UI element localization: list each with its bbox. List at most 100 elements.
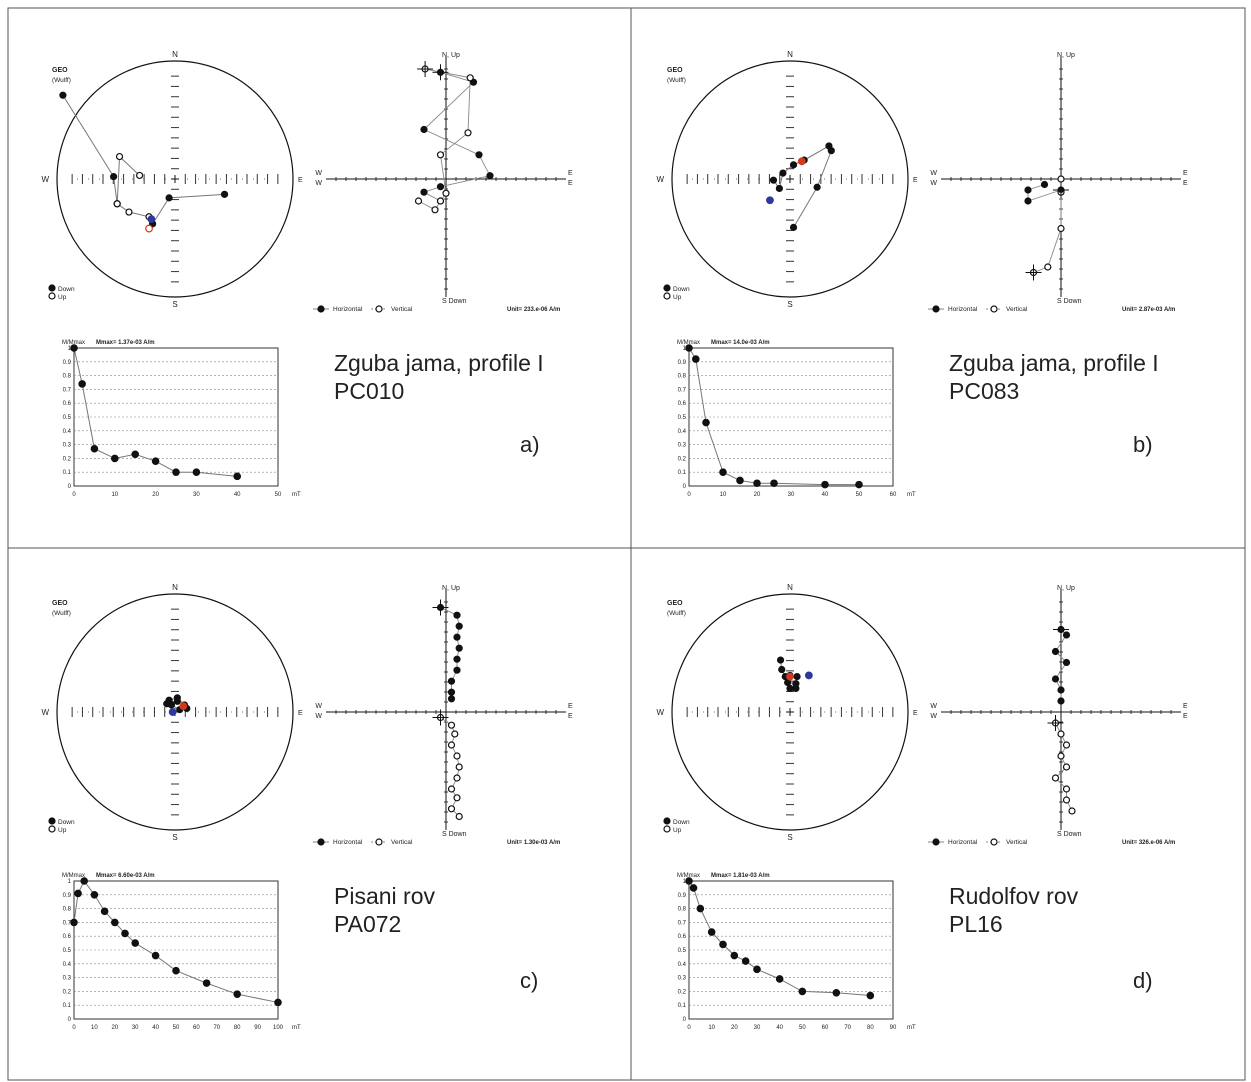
zijderveld-vertical-point bbox=[1062, 785, 1071, 793]
demag-x-tick-label: 20 bbox=[152, 492, 159, 498]
demag-x-tick-label: 0 bbox=[72, 492, 76, 498]
zijderveld-vertical-point bbox=[1068, 807, 1076, 815]
demag-y-tick-label: 0.7 bbox=[63, 387, 72, 393]
panel-label-c: c) bbox=[520, 968, 539, 993]
demag-point bbox=[707, 928, 716, 936]
stereonet-mean-red bbox=[797, 157, 806, 166]
demag-x-tick-label: 10 bbox=[720, 492, 727, 498]
stereonet-geo-label: GEO bbox=[52, 600, 68, 607]
demag-x-tick-label: 50 bbox=[275, 492, 282, 498]
demag-point bbox=[741, 957, 750, 965]
demag-x-tick-label: 40 bbox=[776, 1025, 783, 1031]
stereonet-point bbox=[779, 169, 787, 177]
stereonet-east-label: E bbox=[298, 710, 303, 717]
demag-y-tick-label: 0.4 bbox=[678, 429, 687, 435]
zijderveld-east-label-2: E bbox=[1183, 713, 1188, 720]
legend-vertical-label: Vertical bbox=[391, 839, 413, 846]
demag-y-tick-label: 0 bbox=[68, 1017, 72, 1023]
zijderveld-horizontal-point bbox=[447, 677, 456, 685]
legend-vertical-marker bbox=[375, 305, 383, 313]
zijderveld-nrm-vertical bbox=[1047, 715, 1064, 731]
demag-x-tick-label: 30 bbox=[132, 1025, 139, 1031]
zijderveld-vertical-point bbox=[451, 730, 459, 738]
demag-x-tick-label: 70 bbox=[844, 1025, 851, 1031]
zijderveld-horizontal-point bbox=[420, 188, 428, 196]
caption-b: Zguba jama, profile I PC083 bbox=[949, 349, 1159, 405]
stereonet-south-label: S bbox=[172, 833, 177, 842]
demag-point bbox=[131, 450, 140, 459]
zijderveld-horizontal-point bbox=[1057, 697, 1065, 705]
demag-x-tick-label: 90 bbox=[890, 1025, 897, 1031]
demag-y-tick-label: 0.4 bbox=[63, 962, 72, 968]
zijderveld-horizontal-point bbox=[436, 183, 445, 191]
demag-point bbox=[202, 979, 211, 987]
zijderveld-vertical-point bbox=[1062, 741, 1071, 749]
stereonet-north-label: N bbox=[172, 50, 178, 59]
zijderveld-east-label: E bbox=[568, 703, 573, 710]
zijderveld-nrm-horizontal bbox=[432, 599, 449, 616]
zijderveld-horizontal-point bbox=[1051, 647, 1060, 656]
zijderveld-vertical-point bbox=[447, 741, 456, 749]
demag-y-tick-label: 0.8 bbox=[678, 374, 687, 380]
demag-x-tick-label: 70 bbox=[213, 1025, 220, 1031]
demag-y-tick-label: 0.5 bbox=[63, 948, 72, 954]
zijderveld-west-label: W bbox=[315, 170, 322, 177]
legend-vertical-marker bbox=[990, 305, 998, 313]
demag-point bbox=[855, 480, 863, 489]
panel-label-d: d) bbox=[1133, 968, 1153, 993]
demag-x-tick-label: 50 bbox=[856, 492, 863, 498]
panel-label-a: a) bbox=[520, 432, 540, 457]
stereonet-mean-blue bbox=[147, 215, 156, 224]
demag-y-tick-label: 0.2 bbox=[63, 456, 72, 462]
zijderveld-west-label: W bbox=[315, 703, 322, 710]
legend-horizontal-marker bbox=[317, 305, 325, 313]
stereonet-point bbox=[110, 173, 118, 181]
stereonet-west-label: W bbox=[656, 708, 664, 717]
zijderveld-vertical-line bbox=[1033, 179, 1062, 273]
stereonet-point bbox=[775, 184, 783, 193]
zijderveld-horizontal-point bbox=[453, 633, 461, 641]
demag-point bbox=[702, 418, 710, 427]
demag-y-tick-label: 0.4 bbox=[63, 429, 72, 435]
demag-y-tick-label: 0.3 bbox=[678, 976, 687, 982]
demag-y-tick-label: 0.5 bbox=[63, 415, 72, 421]
legend-down-label: Down bbox=[58, 286, 75, 293]
demag-point bbox=[70, 918, 78, 927]
demag-point bbox=[753, 479, 761, 488]
demag-y-tick-label: 0.1 bbox=[63, 470, 72, 476]
demag-point bbox=[90, 890, 99, 899]
zijderveld-west-label-2: W bbox=[315, 713, 322, 720]
demag-y-tick-label: 0.2 bbox=[678, 456, 687, 462]
zijderveld-vertical-point bbox=[442, 189, 450, 197]
zijderveld-vertical-point bbox=[1044, 263, 1052, 271]
stereonet-point bbox=[115, 152, 124, 161]
demag-x-tick-label: 80 bbox=[867, 1025, 874, 1031]
legend-down-label: Down bbox=[673, 819, 690, 826]
legend-up-label: Up bbox=[673, 827, 682, 834]
demag-point bbox=[233, 472, 242, 481]
stereonet-point bbox=[792, 684, 800, 692]
demag-y-tick-label: 0.6 bbox=[63, 934, 72, 940]
caption-a: Zguba jama, profile I PC010 bbox=[334, 349, 544, 405]
stereonet-point bbox=[778, 665, 786, 674]
zijderveld-unit-label: Unit= 2.87e-03 A/m bbox=[1122, 307, 1175, 313]
demag-point bbox=[821, 480, 829, 489]
zijderveld-west-label-2: W bbox=[930, 180, 937, 187]
demag-x-unit-label: mT bbox=[907, 1025, 916, 1031]
zijderveld-horizontal-point bbox=[1057, 686, 1065, 694]
stereonet-geo-label: GEO bbox=[52, 67, 68, 74]
caption-c: Pisani rov PA072 bbox=[334, 882, 435, 938]
legend-down-marker bbox=[663, 817, 671, 825]
figure-frame bbox=[7, 7, 1246, 1081]
zijderveld-b: N, Up S Down WW EE Horizontal Vertical Unit= 2… bbox=[928, 52, 1188, 313]
demag-point bbox=[151, 457, 160, 465]
zijderveld-vertical-point bbox=[1062, 796, 1071, 804]
stereonet-point bbox=[776, 656, 785, 664]
zijderveld-horizontal-point bbox=[447, 695, 456, 703]
caption-c-line2: PA072 bbox=[334, 911, 402, 937]
stereonet-path-branch bbox=[116, 155, 140, 204]
